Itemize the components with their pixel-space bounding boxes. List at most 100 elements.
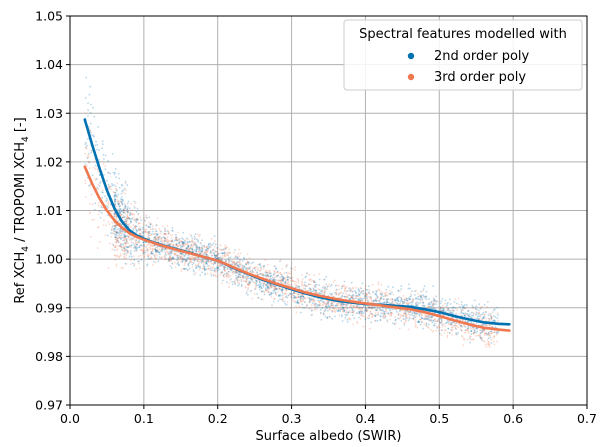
scatter-point	[474, 313, 476, 316]
scatter-point	[110, 209, 112, 212]
scatter-point	[414, 294, 416, 296]
scatter-point	[251, 270, 254, 272]
scatter-point	[136, 243, 139, 246]
scatter-point	[145, 246, 147, 249]
scatter-point	[361, 290, 363, 293]
scatter-point	[113, 215, 116, 218]
scatter-point	[113, 215, 116, 218]
scatter-point	[127, 236, 130, 239]
scatter-point	[179, 252, 182, 255]
y-tick-label: 0.98	[35, 349, 63, 364]
scatter-point	[114, 198, 116, 201]
scatter-point	[359, 312, 362, 315]
scatter-point	[170, 267, 173, 269]
scatter-point	[155, 230, 158, 232]
scatter-point	[308, 273, 311, 276]
scatter-point	[305, 306, 308, 308]
scatter-point	[437, 326, 440, 328]
scatter-point	[301, 293, 304, 296]
scatter-point	[88, 160, 90, 163]
scatter-point	[417, 312, 420, 315]
scatter-point	[250, 277, 253, 280]
scatter-point	[138, 226, 141, 228]
scatter-point	[202, 253, 205, 256]
scatter-point	[493, 308, 496, 311]
scatter-point	[230, 269, 233, 271]
scatter-point	[408, 302, 411, 304]
scatter-point	[234, 263, 237, 265]
scatter-point	[111, 225, 114, 228]
scatter-point	[293, 294, 295, 297]
scatter-point	[442, 304, 445, 307]
scatter-point	[106, 199, 108, 202]
scatter-point	[197, 247, 200, 250]
scatter-point	[364, 297, 367, 299]
scatter-point	[355, 294, 358, 297]
scatter-point	[490, 342, 493, 344]
scatter-point	[89, 112, 92, 114]
scatter-point	[149, 228, 152, 231]
scatter-point	[275, 267, 277, 270]
scatter-point	[258, 269, 261, 272]
scatter-point	[130, 203, 133, 205]
scatter-point	[89, 129, 92, 132]
scatter-point	[92, 203, 94, 206]
scatter-point	[443, 323, 445, 326]
scatter-point	[352, 295, 354, 297]
scatter-point	[342, 303, 345, 305]
scatter-point	[113, 249, 116, 251]
scatter-point	[367, 317, 370, 320]
scatter-point	[145, 244, 148, 247]
scatter-point	[207, 260, 209, 263]
scatter-point	[366, 310, 369, 312]
scatter-point	[216, 254, 219, 256]
trend-lines	[83, 118, 511, 332]
scatter-point	[122, 211, 125, 214]
scatter-point	[96, 247, 99, 250]
scatter-point	[340, 315, 343, 318]
scatter-point	[137, 241, 139, 244]
scatter-point	[374, 312, 377, 315]
scatter-point	[213, 240, 216, 243]
scatter-point	[142, 250, 145, 253]
scatter-point	[199, 265, 202, 268]
scatter-point	[238, 255, 241, 258]
scatter-point	[114, 198, 116, 201]
legend-entry: 3rd order poly	[434, 70, 526, 85]
scatter-point	[361, 299, 363, 301]
scatter-point	[450, 328, 453, 331]
scatter-point	[115, 194, 117, 197]
scatter-point	[220, 271, 222, 274]
scatter-point	[478, 312, 480, 315]
scatter-point	[114, 236, 117, 239]
scatter-point	[121, 199, 124, 202]
scatter-point	[386, 294, 389, 297]
scatter-point	[237, 273, 240, 275]
scatter-point	[142, 249, 145, 252]
scatter-point	[392, 302, 395, 305]
scatter-point	[125, 238, 128, 241]
scatter-point	[371, 307, 373, 310]
scatter-point	[381, 309, 384, 311]
scatter-point	[240, 263, 243, 266]
scatter-point	[118, 209, 120, 212]
scatter-point	[124, 236, 126, 239]
scatter-point	[451, 308, 454, 311]
scatter-point	[106, 234, 109, 237]
scatter-point	[235, 277, 238, 279]
scatter-point	[293, 296, 296, 298]
scatter-point	[164, 237, 166, 240]
scatter-point	[266, 287, 269, 290]
scatter-point	[254, 285, 257, 287]
scatter-point	[490, 330, 492, 333]
scatter-point	[301, 281, 304, 284]
scatter-point	[156, 250, 159, 253]
scatter-point	[114, 198, 117, 201]
scatter-point	[299, 295, 302, 298]
scatter-point	[194, 242, 197, 244]
scatter-point	[142, 241, 145, 244]
scatter-point	[150, 252, 153, 255]
scatter-point	[486, 301, 489, 303]
scatter-point	[112, 232, 115, 235]
scatter-point	[123, 256, 126, 259]
